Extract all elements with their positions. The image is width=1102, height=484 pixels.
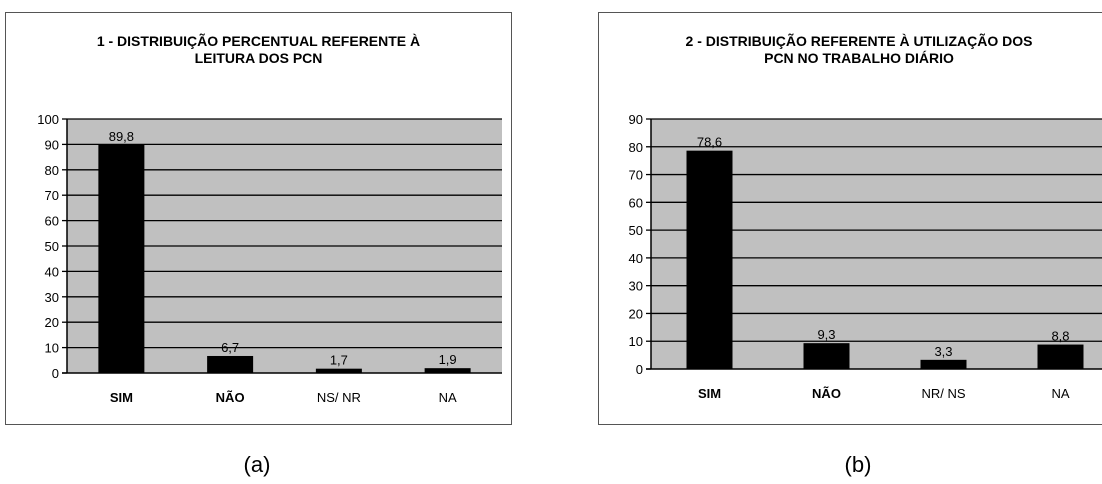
data-label: 89,8 <box>109 129 134 144</box>
caption-b: (b) <box>844 452 872 477</box>
bar <box>803 343 850 369</box>
category-label: NÃO <box>812 386 841 401</box>
bar <box>98 144 145 373</box>
y-tick-label: 40 <box>629 251 643 266</box>
y-tick-label: 90 <box>629 112 643 127</box>
chart-title-line: 1 - DISTRIBUIÇÃO PERCENTUAL REFERENTE À <box>96 33 421 49</box>
data-label: 6,7 <box>221 340 239 355</box>
chart-panel-b: 2 - DISTRIBUIÇÃO REFERENTE À UTILIZAÇÃO … <box>598 12 1102 425</box>
y-tick-label: 0 <box>52 366 59 381</box>
y-tick-label: 40 <box>45 264 59 279</box>
bar-chart-b: 0 10 20 30 40 50 60 70 80 90 78,6 SIM 9,3 NÃO 3,3 NR/ N… <box>629 112 1102 401</box>
bar <box>315 368 362 373</box>
data-label: 9,3 <box>817 327 835 342</box>
bar <box>920 359 967 369</box>
y-tick-label: 70 <box>45 188 59 203</box>
y-tick-label: 30 <box>45 290 59 305</box>
y-tick-label: 0 <box>636 362 643 377</box>
category-label: NS/ NR <box>317 390 361 405</box>
category-label: SIM <box>698 386 721 401</box>
data-label: 1,9 <box>439 352 457 367</box>
category-label: NR/ NS <box>921 386 965 401</box>
y-tick-label: 60 <box>45 214 59 229</box>
chart-title-line: LEITURA DOS PCN <box>194 50 323 66</box>
category-label: NA <box>1051 386 1069 401</box>
bar <box>424 368 471 373</box>
y-tick-label: 30 <box>629 279 643 294</box>
y-tick-label: 20 <box>45 315 59 330</box>
y-tick-label: 10 <box>629 334 643 349</box>
bar <box>686 150 733 369</box>
chart-title-line: PCN NO TRABALHO DIÁRIO <box>764 50 954 66</box>
y-tick-label: 50 <box>629 223 643 238</box>
data-label: 3,3 <box>934 344 952 359</box>
y-tick-label: 60 <box>629 195 643 210</box>
y-tick-label: 80 <box>45 163 59 178</box>
category-label: SIM <box>110 390 133 405</box>
y-tick-label: 90 <box>45 137 59 152</box>
caption-a: (a) <box>243 452 271 477</box>
y-tick-label: 80 <box>629 140 643 155</box>
chart-title: 1 - DISTRIBUIÇÃO PERCENTUAL REFERENTE À … <box>6 33 511 67</box>
chart-title-line: 2 - DISTRIBUIÇÃO REFERENTE À UTILIZAÇÃO … <box>685 33 1033 49</box>
data-label: 78,6 <box>697 135 722 150</box>
chart-title: 2 - DISTRIBUIÇÃO REFERENTE À UTILIZAÇÃO … <box>599 33 1102 67</box>
y-tick-label: 100 <box>37 112 59 127</box>
y-tick-label: 50 <box>45 239 59 254</box>
bar <box>207 355 254 373</box>
y-tick-label: 20 <box>629 306 643 321</box>
bar <box>1037 344 1084 369</box>
data-label: 1,7 <box>330 353 348 368</box>
category-label: NÃO <box>216 390 245 405</box>
y-tick-label: 10 <box>45 341 59 356</box>
y-tick-label: 70 <box>629 168 643 183</box>
chart-panel-a: 1 - DISTRIBUIÇÃO PERCENTUAL REFERENTE À … <box>5 12 512 425</box>
data-label: 8,8 <box>1051 329 1069 344</box>
bar-chart-a: 0 10 20 30 40 50 60 70 80 90 100 89,8 SIM 6,7 NÃO 1,7 NS… <box>37 112 502 405</box>
category-label: NA <box>439 390 457 405</box>
